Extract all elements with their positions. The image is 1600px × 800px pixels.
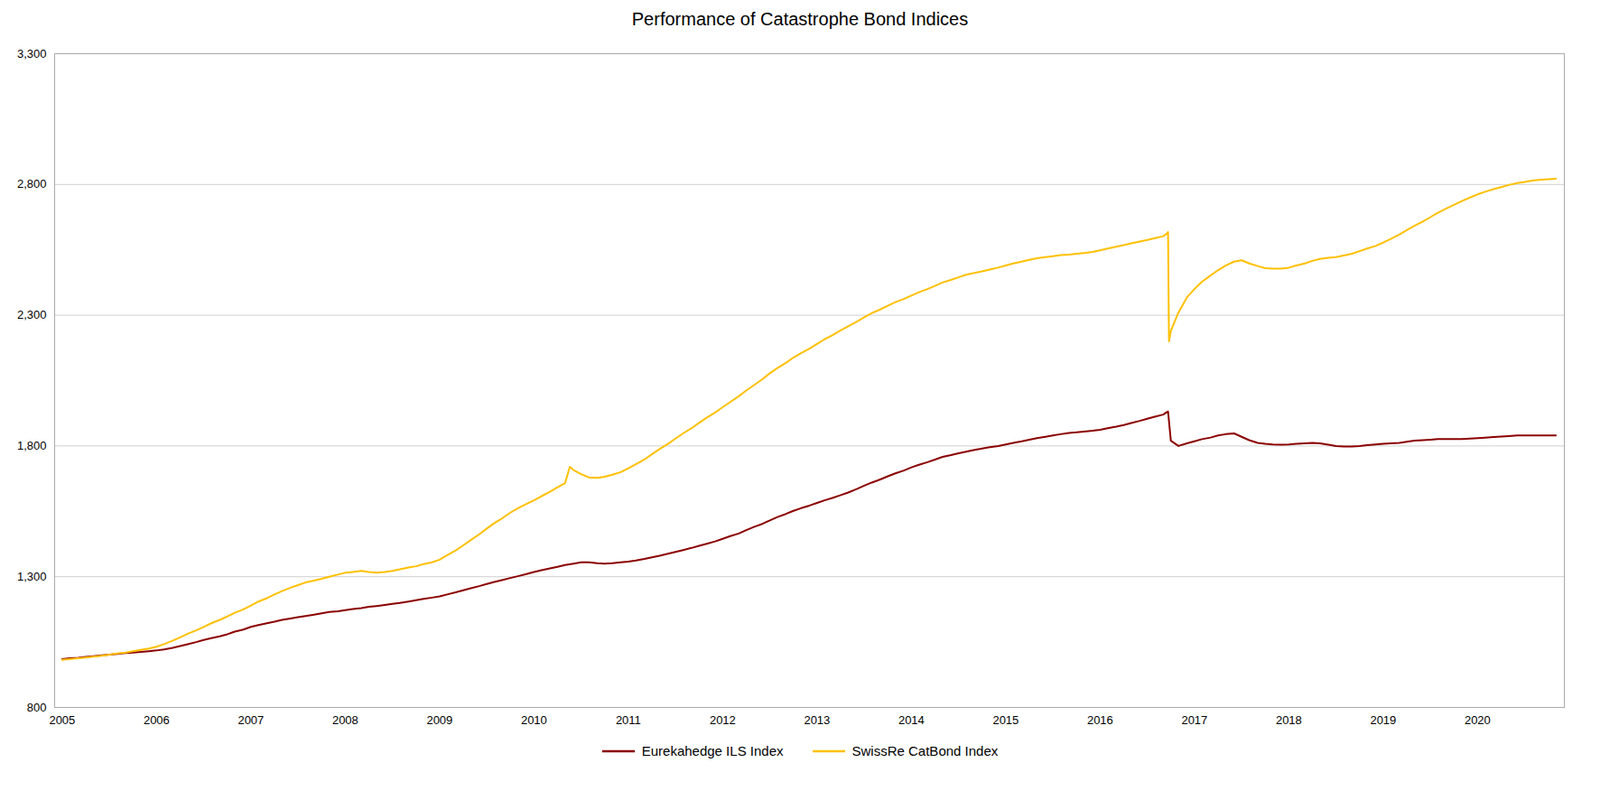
svg-text:2,800: 2,800 bbox=[17, 176, 47, 191]
svg-text:2015: 2015 bbox=[992, 713, 1019, 727]
svg-text:2013: 2013 bbox=[803, 713, 830, 727]
svg-text:2011: 2011 bbox=[615, 713, 642, 727]
svg-text:2017: 2017 bbox=[1181, 713, 1208, 727]
svg-text:2008: 2008 bbox=[332, 713, 359, 727]
svg-text:2009: 2009 bbox=[426, 713, 453, 727]
svg-text:2006: 2006 bbox=[143, 713, 170, 727]
svg-text:2010: 2010 bbox=[520, 713, 548, 727]
svg-text:2019: 2019 bbox=[1369, 713, 1396, 727]
svg-text:2016: 2016 bbox=[1087, 713, 1114, 727]
svg-text:2014: 2014 bbox=[898, 713, 925, 727]
html-text:Performance of Catastrophe Bon: Performance of Catastrophe Bond Indices bbox=[631, 9, 969, 29]
html-text:SwissRe CatBond Index: SwissRe CatBond Index bbox=[851, 743, 999, 759]
svg-text:3,300: 3,300 bbox=[17, 46, 47, 61]
svg-text:1,800: 1,800 bbox=[17, 438, 47, 453]
svg-text:800: 800 bbox=[27, 700, 47, 715]
svg-text:2018: 2018 bbox=[1275, 713, 1303, 727]
svg-text:2005: 2005 bbox=[48, 713, 75, 727]
svg-text:2020: 2020 bbox=[1464, 713, 1491, 727]
svg-text:2007: 2007 bbox=[237, 713, 264, 727]
svg-text:2,300: 2,300 bbox=[17, 307, 47, 322]
html-text:Eurekahedge ILS Index: Eurekahedge ILS Index bbox=[641, 743, 784, 759]
svg-text:2012: 2012 bbox=[709, 713, 736, 727]
svg-text:1,300: 1,300 bbox=[17, 569, 47, 584]
